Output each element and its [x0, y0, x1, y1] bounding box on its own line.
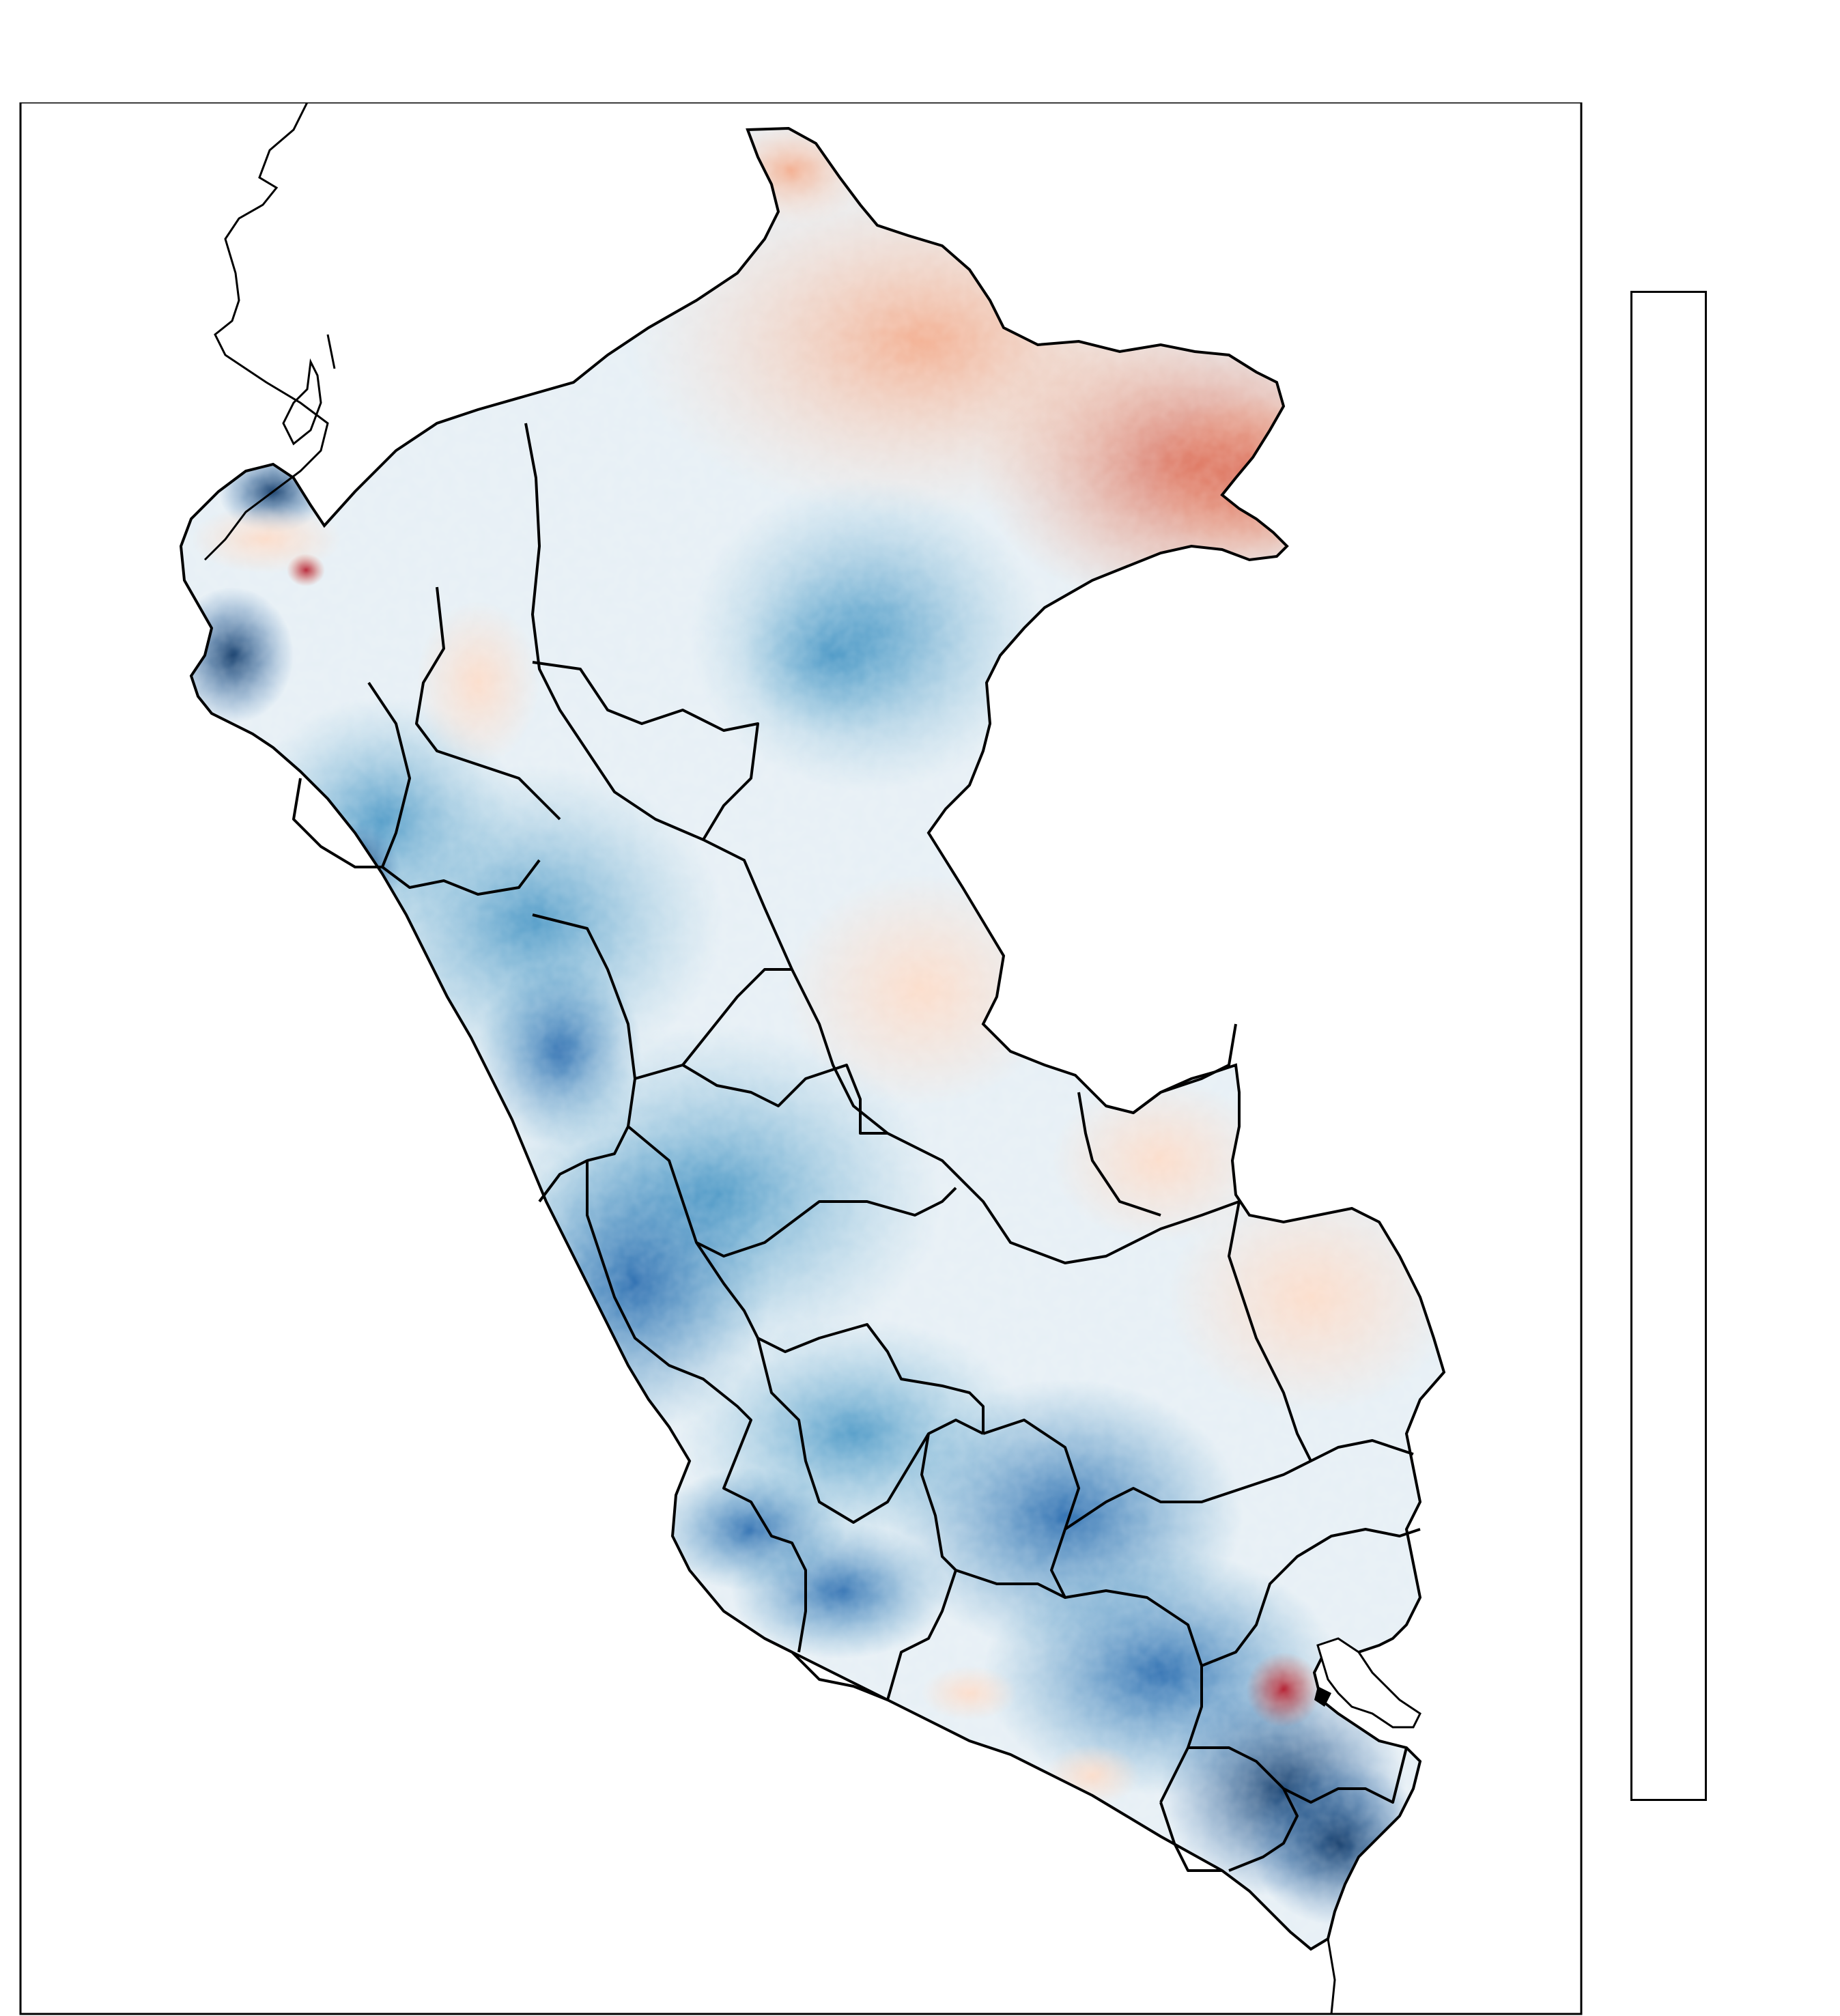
colorbar [1630, 291, 1707, 1801]
department-borders [292, 423, 1421, 1872]
colorbar-gradient [1632, 293, 1705, 1799]
lake-titicaca [1314, 1637, 1421, 1729]
map-panel [19, 102, 1583, 2015]
neighbor-coastline [203, 102, 1336, 2015]
